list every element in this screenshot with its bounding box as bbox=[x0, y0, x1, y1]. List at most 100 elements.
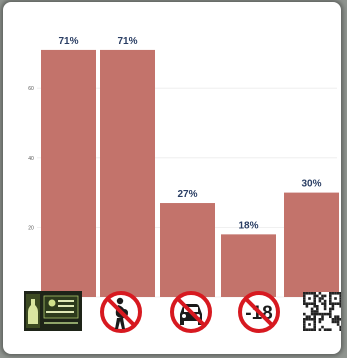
qr-module bbox=[323, 294, 327, 298]
qr-module bbox=[318, 292, 322, 295]
qr-module bbox=[313, 292, 316, 295]
qr-module bbox=[334, 297, 337, 300]
qr-module bbox=[339, 328, 341, 331]
bar-pregnancy bbox=[100, 49, 155, 297]
y-axis-ticks: 0204060 bbox=[28, 86, 34, 301]
bar-value-label: 71% bbox=[58, 36, 78, 47]
qr-module bbox=[329, 294, 332, 298]
bar-value-label: 71% bbox=[117, 36, 137, 47]
qr-module bbox=[321, 318, 324, 321]
y-tick-label: 60 bbox=[28, 86, 34, 92]
qr-module bbox=[323, 312, 327, 316]
qr-module bbox=[334, 320, 337, 324]
qr-module bbox=[313, 310, 316, 313]
qr-module bbox=[334, 315, 337, 318]
qr-module bbox=[329, 292, 332, 295]
qr-module bbox=[318, 318, 322, 321]
qr-module bbox=[321, 315, 324, 318]
qr-module bbox=[316, 305, 319, 308]
qr-module bbox=[323, 328, 327, 331]
qr-module bbox=[313, 294, 316, 298]
qr-module bbox=[310, 307, 314, 311]
qr-module bbox=[336, 315, 340, 318]
chart-card: 0204060 71% 71% 27% 18% 30% bbox=[3, 2, 341, 354]
qr-module bbox=[308, 318, 311, 321]
bar-drinking bbox=[41, 49, 96, 297]
qr-module bbox=[308, 292, 311, 295]
qr-module bbox=[313, 305, 316, 308]
bar-value-label: 27% bbox=[177, 189, 197, 200]
qr-module bbox=[313, 320, 316, 324]
qr-module bbox=[313, 302, 316, 305]
qr-module bbox=[334, 292, 337, 295]
qr-module bbox=[305, 302, 309, 305]
qr-module bbox=[316, 312, 319, 316]
alcohol-label-icon bbox=[24, 291, 82, 331]
qr-module bbox=[303, 325, 306, 329]
bar-qr-code bbox=[284, 192, 339, 297]
qr-module bbox=[329, 328, 332, 331]
qr-module bbox=[329, 307, 332, 311]
qr-module bbox=[329, 299, 332, 303]
qr-module bbox=[305, 305, 309, 308]
qr-module bbox=[313, 318, 316, 321]
qr-module bbox=[318, 320, 322, 324]
qr-module bbox=[316, 307, 319, 311]
qr-module bbox=[310, 292, 314, 295]
qr-module bbox=[326, 312, 329, 316]
qr-module bbox=[308, 302, 311, 305]
qr-module bbox=[329, 310, 332, 313]
qr-module bbox=[308, 315, 311, 318]
qr-module bbox=[339, 302, 341, 305]
qr-module bbox=[339, 325, 341, 329]
qr-module bbox=[331, 305, 335, 308]
no-drink-driving-icon bbox=[170, 291, 212, 333]
qr-module bbox=[323, 307, 327, 311]
qr-module bbox=[303, 292, 306, 295]
qr-module bbox=[334, 318, 337, 321]
qr-module bbox=[323, 299, 327, 303]
qr-module bbox=[313, 315, 316, 318]
bar-chart: 0204060 71% 71% 27% 18% 30% bbox=[24, 36, 341, 333]
qr-module bbox=[339, 318, 341, 321]
bar-value-label: 30% bbox=[301, 179, 321, 190]
qr-module bbox=[331, 320, 335, 324]
qr-module bbox=[326, 328, 329, 331]
bar-driving bbox=[160, 203, 215, 297]
qr-module bbox=[336, 323, 340, 326]
qr-module bbox=[321, 297, 324, 300]
bar-value-label: 18% bbox=[238, 220, 258, 231]
qr-module bbox=[318, 297, 322, 300]
value-labels: 71% 71% 27% 18% 30% bbox=[58, 36, 321, 231]
qr-module bbox=[321, 294, 324, 298]
bars bbox=[41, 49, 339, 297]
qr-module bbox=[316, 294, 319, 298]
qr-module bbox=[305, 315, 309, 318]
qr-module bbox=[329, 302, 332, 305]
qr-module bbox=[329, 312, 332, 316]
qr-code-icon bbox=[303, 292, 341, 331]
qr-module bbox=[313, 312, 316, 316]
qr-module bbox=[331, 292, 335, 295]
qr-module bbox=[308, 328, 311, 331]
bar-under-18 bbox=[221, 234, 276, 297]
qr-module bbox=[336, 292, 340, 295]
qr-module bbox=[303, 294, 306, 298]
qr-module bbox=[323, 305, 327, 308]
qr-module bbox=[316, 310, 319, 313]
qr-module bbox=[334, 302, 337, 305]
qr-module bbox=[303, 297, 306, 300]
qr-module bbox=[303, 302, 306, 305]
qr-module bbox=[331, 318, 335, 321]
qr-module bbox=[336, 320, 340, 324]
qr-module bbox=[321, 312, 324, 316]
qr-module bbox=[310, 302, 314, 305]
no-under-18-icon: -18 bbox=[238, 291, 280, 333]
qr-module bbox=[305, 318, 309, 321]
qr-module bbox=[313, 328, 316, 331]
qr-module bbox=[329, 315, 332, 318]
qr-module bbox=[313, 299, 316, 303]
qr-module bbox=[313, 323, 316, 326]
qr-module bbox=[329, 297, 332, 300]
qr-module bbox=[321, 302, 324, 305]
